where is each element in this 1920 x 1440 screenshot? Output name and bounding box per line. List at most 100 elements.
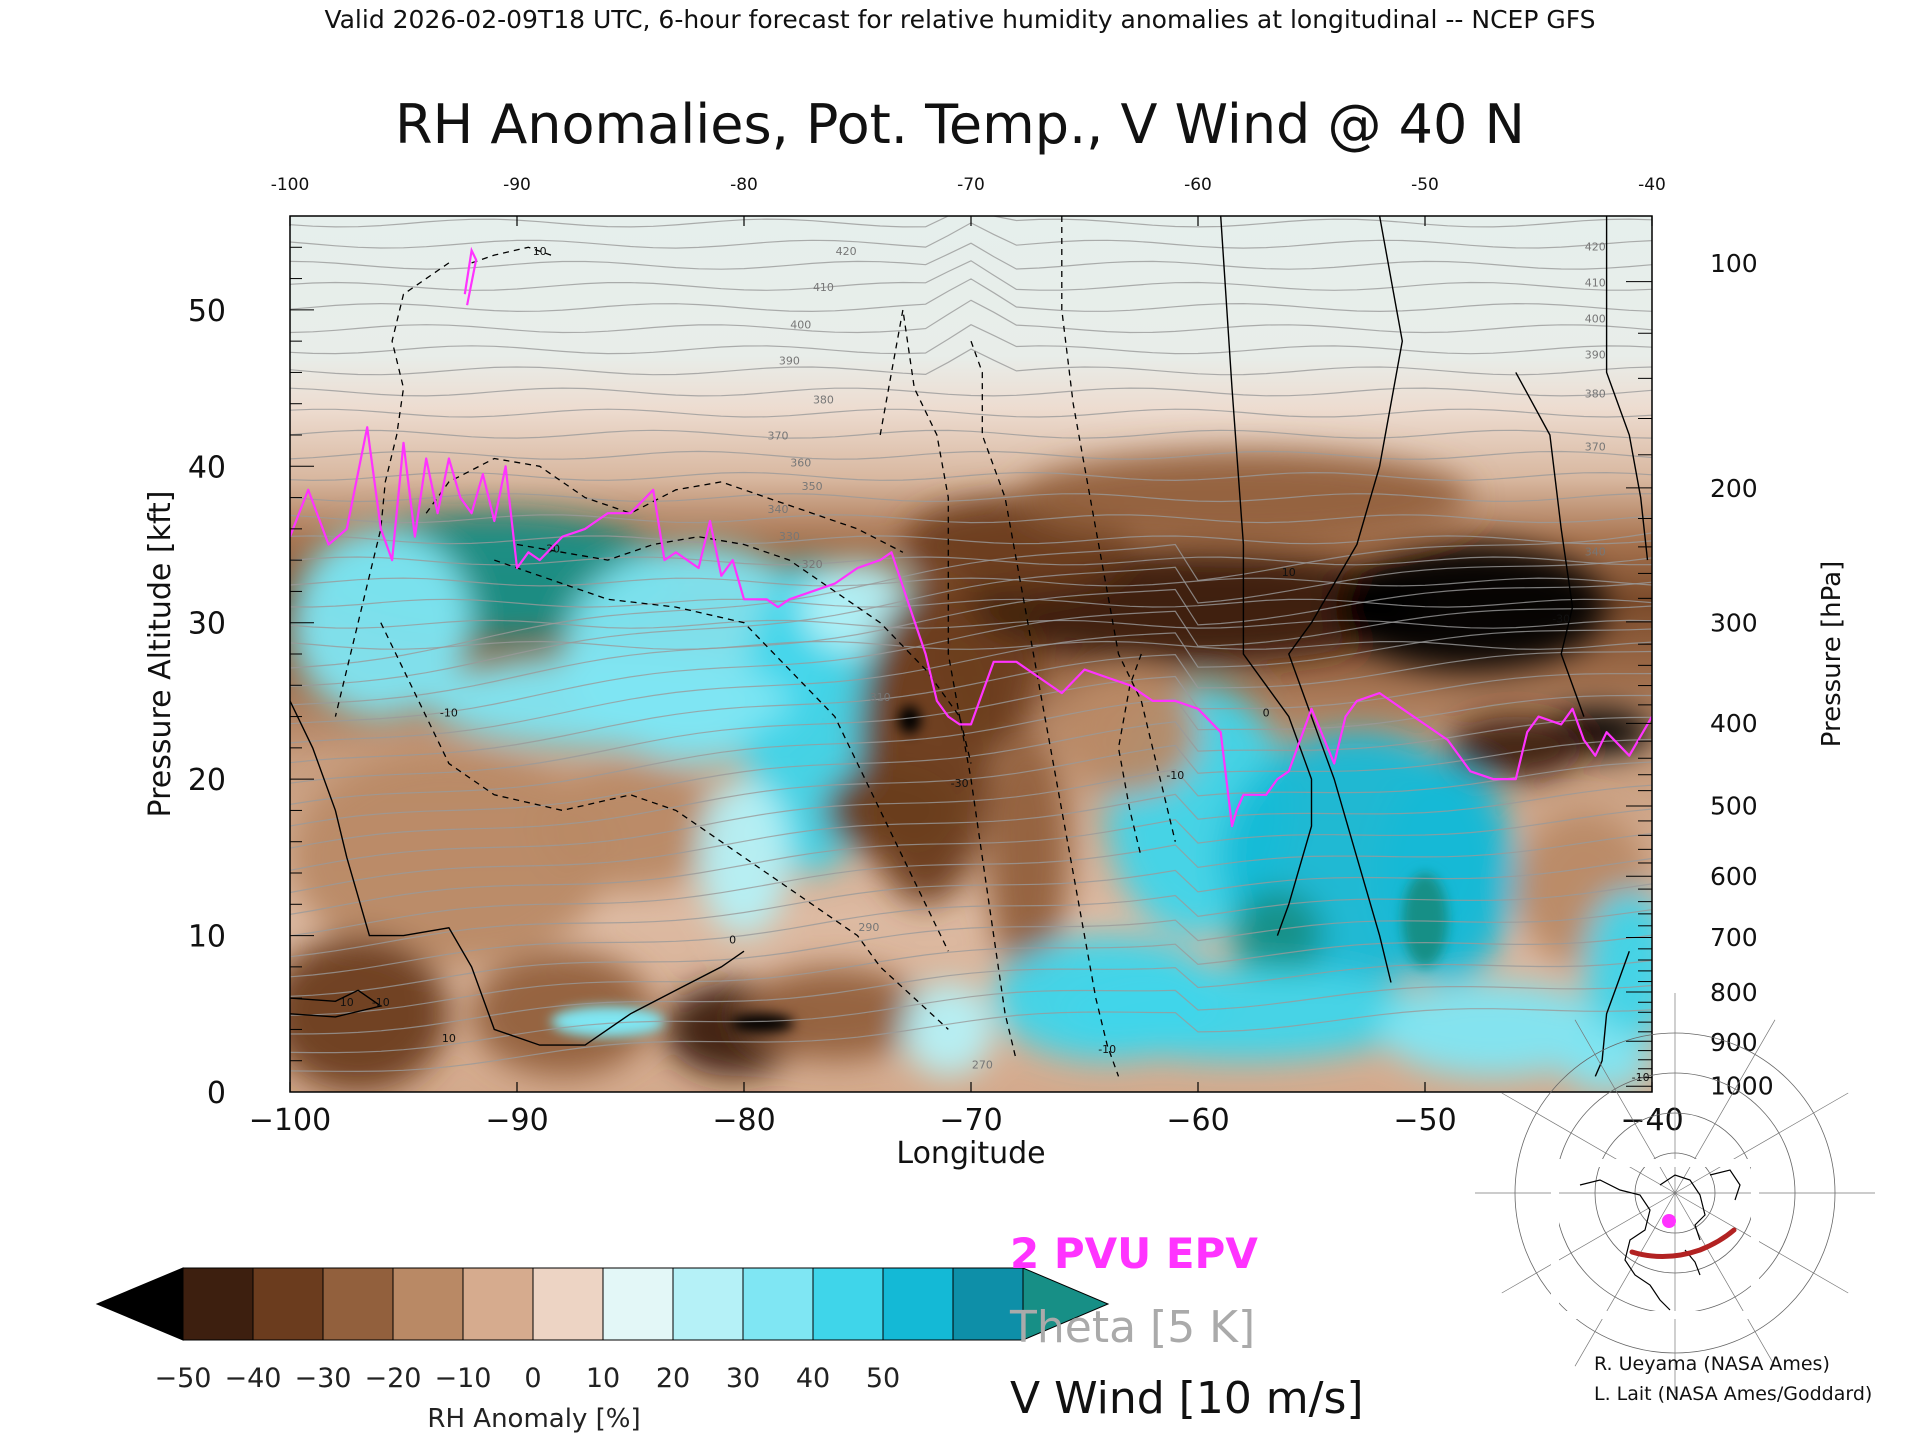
theta-contour — [290, 883, 1652, 978]
theta-label: 360 — [790, 456, 811, 469]
theta-label: 270 — [972, 1059, 993, 1072]
vwind-label: 10 — [340, 996, 354, 1009]
inset-edge-mask — [1551, 1159, 1759, 1319]
inset-location-marker — [1662, 1214, 1676, 1228]
colorbar-tick-label: −50 — [155, 1363, 212, 1394]
rh-anomaly-blob — [1583, 888, 1652, 1046]
theta-label: 340 — [1585, 545, 1606, 558]
theta-contour — [290, 628, 1652, 744]
rh-anomaly-blob — [539, 763, 722, 889]
legend-vwind: V Wind [10 m/s] — [1010, 1373, 1364, 1424]
colorbar-segment — [882, 1267, 954, 1341]
colorbar-tick-label: −20 — [365, 1363, 422, 1394]
rh-anomaly-blob — [744, 966, 926, 1061]
top-tick-label: -100 — [271, 175, 310, 195]
vwind-contour-negative — [879, 309, 1018, 1061]
theta-label: 380 — [1585, 387, 1606, 400]
theta-label: 330 — [779, 530, 800, 543]
top-tick-label: -90 — [503, 175, 531, 195]
vwind-contour-negative — [494, 559, 949, 952]
colorbar-tick-label: −40 — [225, 1363, 282, 1394]
rh-anomaly-blob — [1402, 873, 1448, 967]
theta-contour — [290, 984, 1652, 1054]
theta-contour — [290, 909, 1652, 997]
rh-anomaly-blob — [1561, 1029, 1652, 1092]
vwind-label: 0 — [729, 933, 736, 946]
theta-label: 390 — [1585, 348, 1606, 361]
theta-contour — [290, 324, 1652, 355]
vwind-contour-negative — [970, 340, 1120, 1077]
pressure-tick-label: 1000 — [1710, 1072, 1774, 1101]
pressure-tick-label: 100 — [1710, 249, 1758, 278]
rh-anomaly-blob — [898, 705, 922, 734]
x-tick-label: −40 — [1620, 1103, 1683, 1138]
y-tick-label: 50 — [188, 294, 226, 329]
theta-contour — [290, 605, 1652, 725]
theta-contour — [290, 242, 1652, 270]
colorbar-tick-label: 10 — [586, 1363, 620, 1394]
colorbar-tick-label: 30 — [726, 1363, 760, 1394]
theta-contour — [290, 694, 1652, 805]
legend-theta: Theta [5 K] — [1009, 1302, 1255, 1353]
rh-anomaly-blob — [1016, 450, 1471, 545]
theta-label: 290 — [858, 921, 879, 934]
vwind-contour-negative — [425, 457, 904, 553]
theta-contour — [290, 408, 1652, 418]
theta-contour — [290, 260, 1652, 291]
legend: 2 PVU EPV Theta [5 K] V Wind [10 m/s] — [1009, 1229, 1364, 1424]
theta-contour — [290, 598, 1652, 608]
vwind-label: -10 — [440, 707, 458, 720]
theta-contour — [290, 471, 1652, 482]
theta-contour — [290, 348, 1652, 376]
pressure-tick-label: 500 — [1710, 792, 1758, 821]
pressure-tick-label: 700 — [1710, 923, 1758, 952]
vwind-contour-negative — [334, 262, 450, 717]
legend-epv: 2 PVU EPV — [1010, 1229, 1258, 1278]
pressure-tick-label: 400 — [1710, 709, 1758, 738]
theta-contour — [290, 761, 1652, 871]
inset-coastline — [1579, 1169, 1741, 1311]
theta-contour — [290, 640, 1652, 650]
colorbar-segment — [672, 1267, 744, 1341]
theta-contour — [290, 278, 1652, 313]
vwind-contour-negative — [380, 622, 949, 1030]
rh-anomaly-blob — [1379, 982, 1607, 1077]
colorbar-segment — [742, 1267, 814, 1341]
vwind-contour-negative — [1117, 653, 1142, 858]
rh-anomaly-blob — [551, 1005, 665, 1038]
theta-contour — [290, 716, 1652, 827]
x-tick-label: −60 — [1166, 1103, 1229, 1138]
theta-label: 380 — [813, 394, 834, 407]
y-tick-label: 40 — [188, 450, 226, 485]
rh-anomaly-blob — [1379, 763, 1516, 983]
x-tick-label: −90 — [485, 1103, 548, 1138]
colorbar-segment — [532, 1267, 604, 1341]
theta-contour — [290, 299, 1652, 334]
top-tick-label: -40 — [1638, 175, 1666, 195]
rh-anomaly-blob — [986, 732, 1069, 983]
rh-anomaly-blob — [730, 1013, 794, 1033]
x-tick-label: −70 — [939, 1103, 1002, 1138]
colorbar-tick-label: −10 — [435, 1363, 492, 1394]
rh-anomaly-blob — [1061, 966, 1425, 1061]
vwind-label: -30 — [951, 777, 969, 790]
theta-contour — [290, 535, 1652, 545]
vwind-contour-positive — [290, 700, 745, 1046]
epv-2pvu-layer — [290, 246, 1652, 828]
contour-labels: 4204104003903803703404204104003903803703… — [340, 240, 1650, 1084]
y-axis-label: Pressure Altitude [kft] — [143, 491, 178, 818]
x-axis-label: Longitude — [896, 1136, 1045, 1171]
theta-label: 410 — [813, 281, 834, 294]
theta-contour — [290, 619, 1652, 629]
theta-contour — [290, 808, 1652, 915]
y-tick-label: 10 — [188, 920, 226, 955]
vwind-label: 10 — [442, 1032, 456, 1045]
colorbar-low-triangle — [95, 1267, 184, 1341]
theta-label: 400 — [1585, 312, 1606, 325]
theta-contour — [290, 581, 1652, 706]
colorbar-segment — [322, 1267, 394, 1341]
colorbar-tick-label: 20 — [656, 1363, 690, 1394]
theta-contour — [290, 673, 1652, 784]
theta-contour — [290, 450, 1652, 460]
